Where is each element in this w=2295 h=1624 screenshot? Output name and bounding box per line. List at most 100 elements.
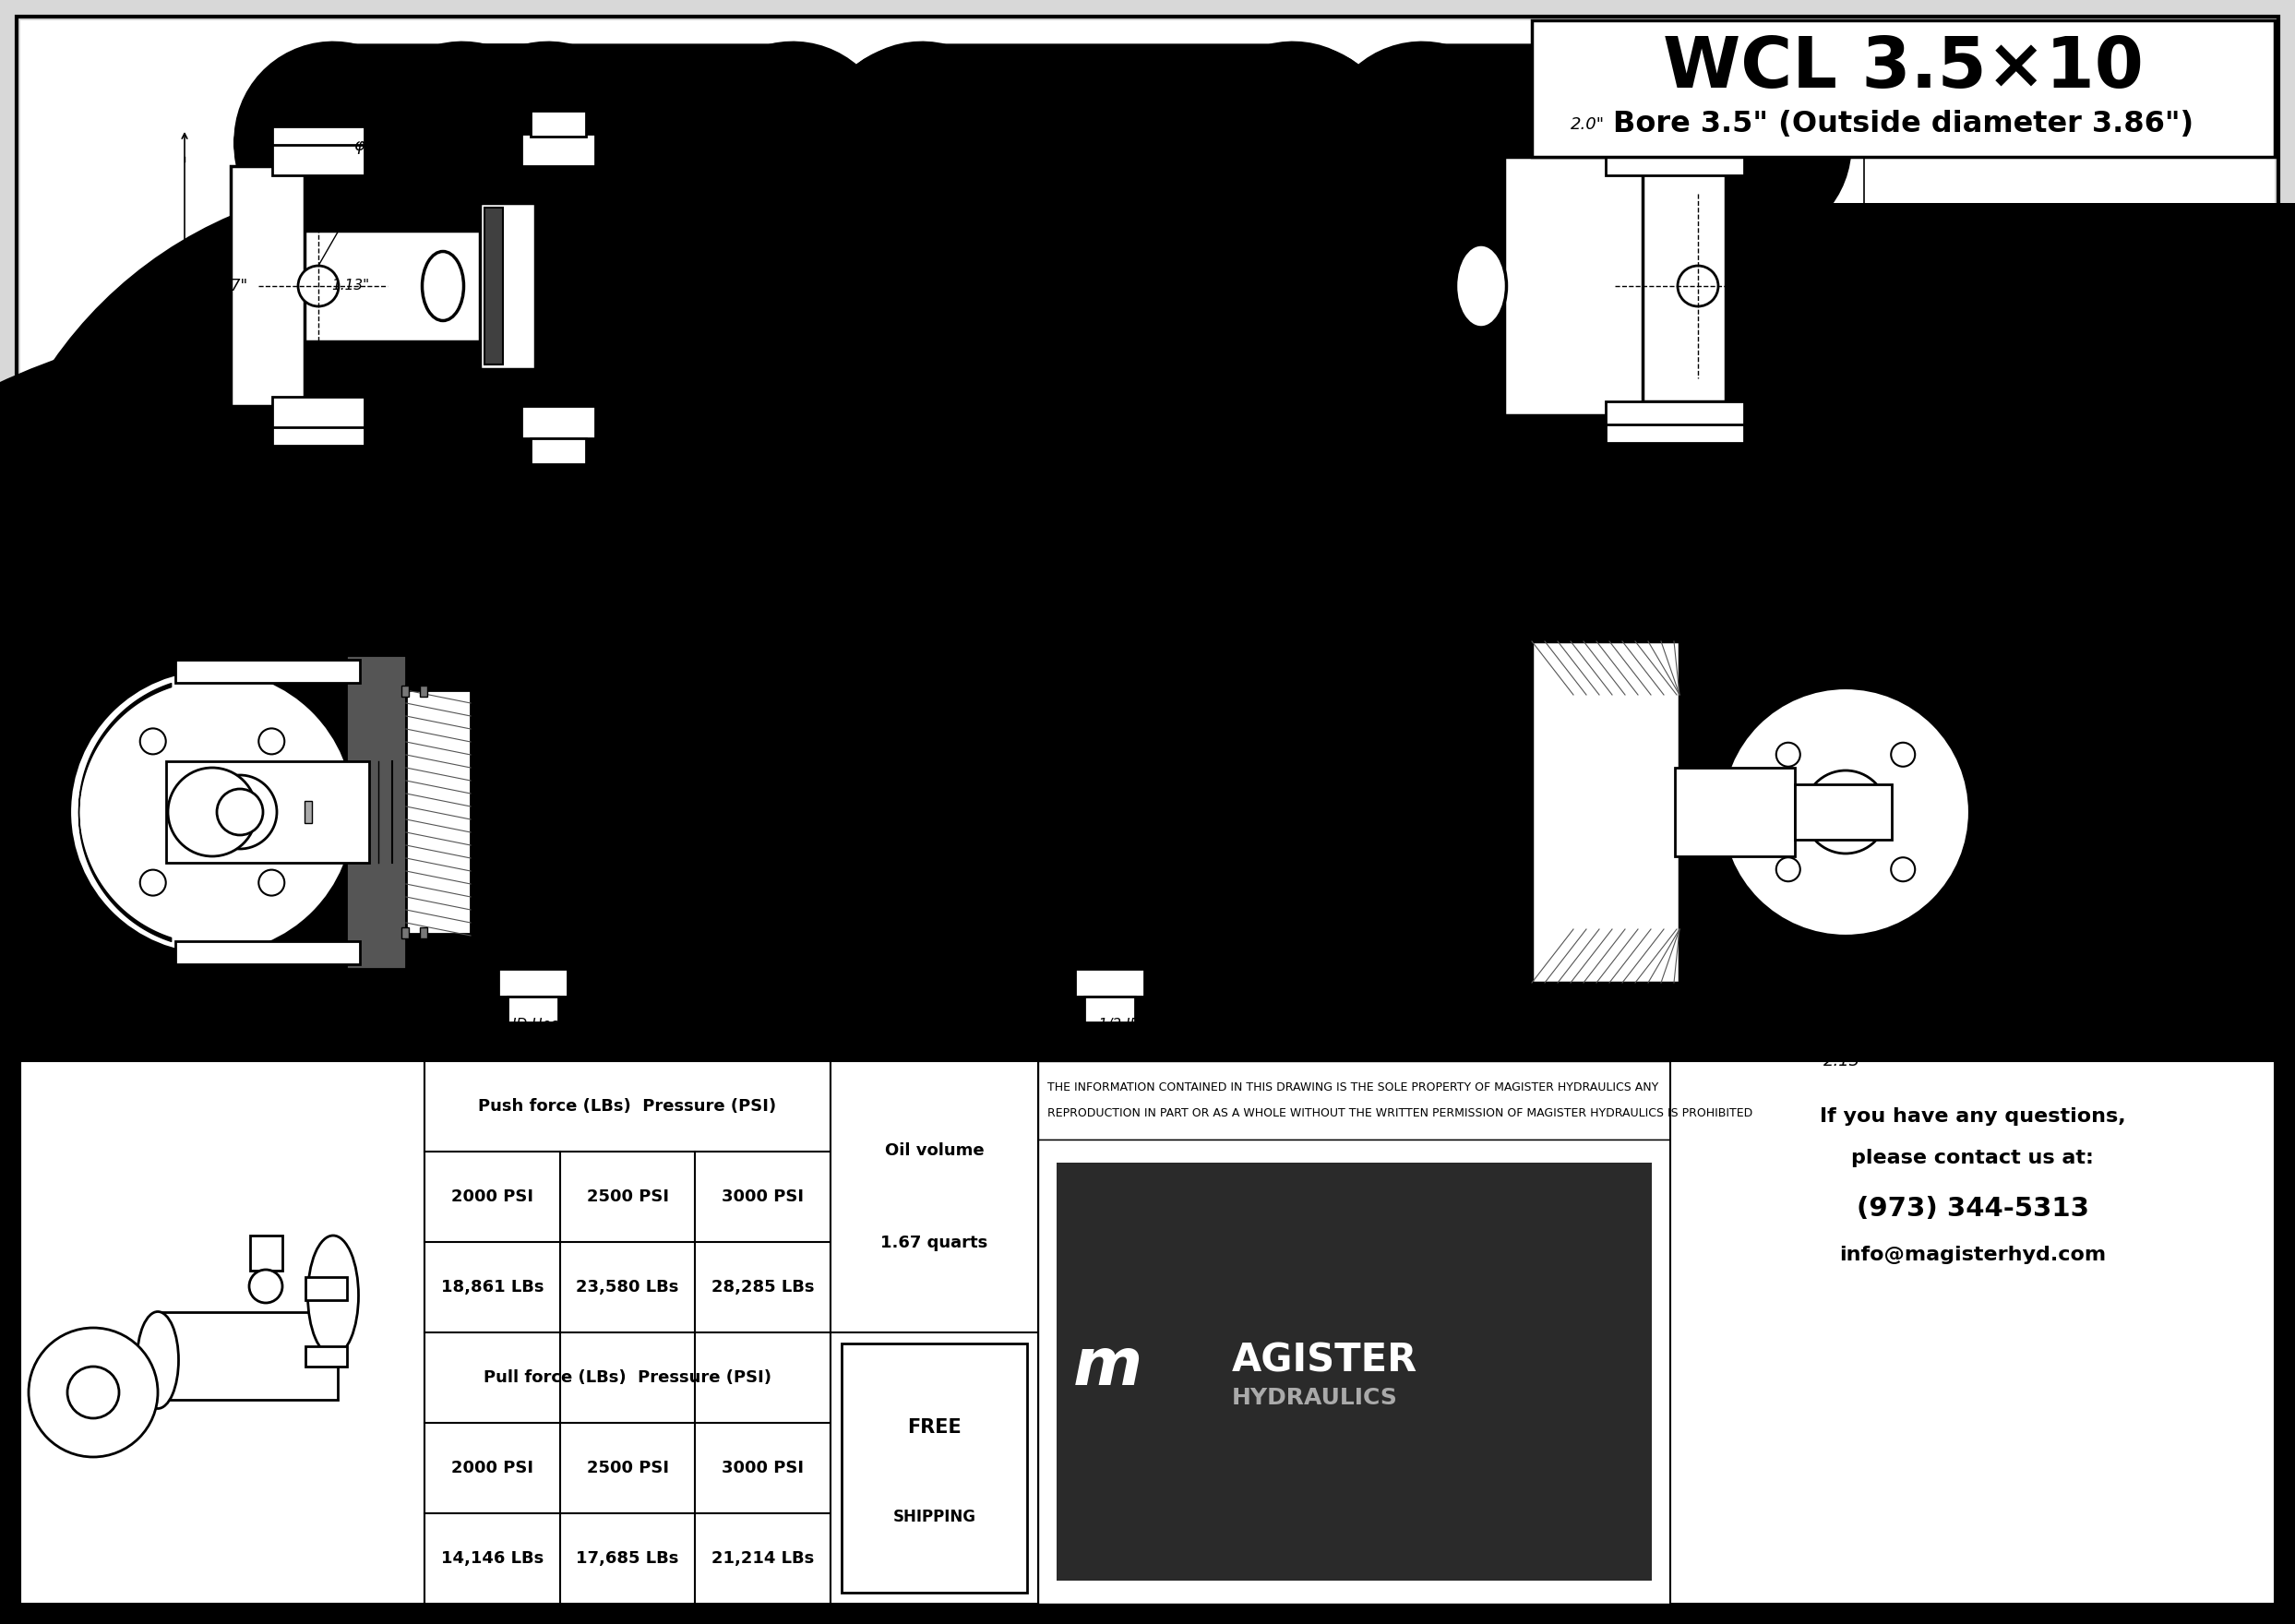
Ellipse shape [138,1312,179,1408]
Text: I.D. φ3.5": I.D. φ3.5" [643,1017,723,1033]
Bar [305,801,312,823]
Circle shape [168,768,257,856]
Circle shape [259,870,285,895]
Text: MAGISTER: MAGISTER [711,244,950,283]
Text: 2500 PSI: 2500 PSI [588,1189,668,1205]
Text: 3000 PSI: 3000 PSI [723,1460,803,1476]
Bar [1056,1163,1652,1580]
Bar [480,203,535,369]
Text: 2500 PSI: 2500 PSI [588,1460,668,1476]
Circle shape [140,870,165,895]
Bar [1531,19,2274,158]
Text: 21,214 LBs: 21,214 LBs [711,1551,815,1567]
Circle shape [67,1366,119,1418]
Text: 23,580 LBs: 23,580 LBs [576,1278,679,1296]
Text: φ1.0": φ1.0" [1836,408,1882,424]
Bar [273,127,365,145]
Text: Extended (Fully open) 30.25": Extended (Fully open) 30.25" [991,554,1235,572]
Text: REPRODUCTION IN PART OR AS A WHOLE WITHOUT THE WRITTEN PERMISSION OF MAGISTER HY: REPRODUCTION IN PART OR AS A WHOLE WITHO… [1047,1108,1753,1119]
Text: O-Ring Boss 3/4–16: O-Ring Boss 3/4–16 [1040,1043,1175,1057]
Text: AGISTER: AGISTER [1232,1341,1418,1380]
Text: Pin hole: Pin hole [1907,1041,1969,1059]
Bar [305,1346,347,1366]
Text: Pin: Pin [1836,424,1859,440]
Text: φ1.02": φ1.02" [142,1017,200,1033]
Text: 2000 PSI: 2000 PSI [452,1460,532,1476]
Text: 3.44": 3.44" [1487,633,1533,650]
Bar [521,133,594,166]
Text: Pull force (LBs)  Pressure (PSI): Pull force (LBs) Pressure (PSI) [484,1369,771,1385]
Bar [347,654,406,970]
Bar [507,997,558,1023]
Bar [250,1236,282,1270]
Bar [1643,171,1726,401]
Text: φ1.75": φ1.75" [858,1017,913,1033]
Text: 1.12": 1.12" [1772,279,1808,292]
Text: BORE: BORE [656,1041,709,1059]
Bar [484,208,503,364]
Bar [165,762,369,862]
Bar [273,140,365,175]
Text: HYDRAULICS: HYDRAULICS [1232,1387,1398,1408]
Bar [273,396,365,432]
Text: SAE#8 – 1/2 ID Hose: SAE#8 – 1/2 ID Hose [1035,1017,1180,1031]
Circle shape [28,1328,158,1457]
Text: SHIPPING: SHIPPING [893,1509,975,1525]
Ellipse shape [422,252,464,320]
Text: O.D. φ3.86": O.D. φ3.86" [1058,117,1157,133]
Bar [1606,424,1744,443]
Circle shape [250,1270,282,1302]
Circle shape [216,789,264,835]
Bar [530,438,585,464]
Bar [1531,641,1680,983]
Text: Bore 3.5" (Outside diameter 3.86"): Bore 3.5" (Outside diameter 3.86") [1613,110,2194,140]
Bar [521,406,594,438]
Bar [1083,997,1136,1023]
Bar [489,166,1531,406]
Circle shape [69,669,356,955]
Text: 3000 PSI: 3000 PSI [723,1189,803,1205]
Bar [273,427,365,445]
Text: SAE#8 – 1/2 ID Hose: SAE#8 – 1/2 ID Hose [420,1017,567,1031]
Text: 2.7": 2.7" [216,278,248,294]
Text: WCL 3.5×10: WCL 3.5×10 [1664,34,2144,102]
Text: 2.13": 2.13" [1822,1052,1868,1070]
Bar [1795,784,1891,840]
Text: 2.72": 2.72" [1815,278,1857,294]
Text: 1.13": 1.13" [333,279,369,292]
Bar [1606,401,1744,429]
Text: HYDRAULICS: HYDRAULICS [682,286,978,326]
Bar [158,1312,337,1400]
Bar [1606,133,1744,153]
Bar [1671,1060,2274,1603]
Bar [425,1060,831,1603]
Circle shape [1891,857,1914,882]
Bar [1037,1140,1671,1603]
Text: 18,861 LBs: 18,861 LBs [441,1278,544,1296]
Text: Retracted (Fully closed) 20.25"±0.12: Retracted (Fully closed) 20.25"±0.12 [959,531,1269,547]
Circle shape [1721,687,1969,937]
Circle shape [202,775,278,849]
Circle shape [259,729,285,754]
Bar [402,685,409,697]
Ellipse shape [1455,245,1506,328]
Text: Stroke 10.0"±0.12: Stroke 10.0"±0.12 [771,578,927,594]
Bar [420,927,427,939]
Text: info@magisterhyd.com: info@magisterhyd.com [1838,1246,2107,1263]
Text: If you have any questions,: If you have any questions, [1820,1108,2125,1125]
Text: Pin hole: Pin hole [140,1041,202,1059]
Text: 4.0": 4.0" [158,270,174,304]
Text: φ1.0": φ1.0" [353,138,399,154]
Text: Overall lenght 22.25": Overall lenght 22.25" [925,469,1104,486]
Text: 0.91": 0.91" [606,117,649,133]
Text: 2000 PSI: 2000 PSI [452,1189,532,1205]
Bar [1675,768,1795,856]
Circle shape [1804,770,1886,854]
Text: 1 1/4" – 12 UNF: 1 1/4" – 12 UNF [1567,1017,1698,1033]
Bar [21,1060,425,1603]
Text: Oil volume: Oil volume [884,1142,985,1160]
Text: φ1.02": φ1.02" [1909,1017,1967,1033]
Circle shape [1891,742,1914,767]
Bar [1606,148,1744,175]
Bar [402,927,409,939]
